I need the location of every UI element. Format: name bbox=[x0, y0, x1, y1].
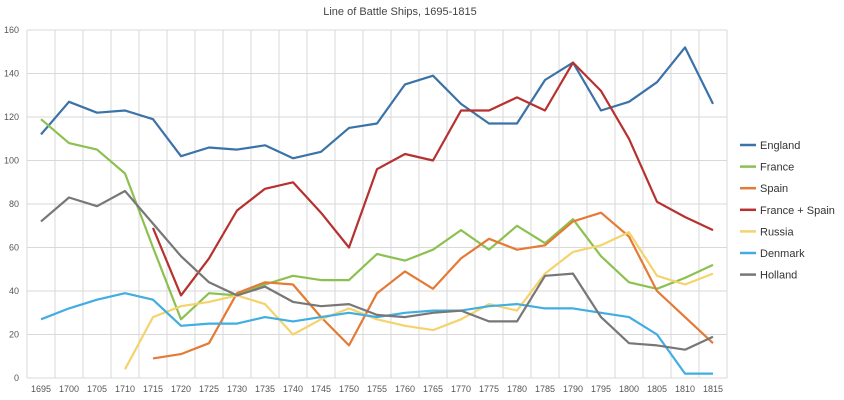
series-lines bbox=[40, 46, 714, 375]
gridlines bbox=[26, 29, 728, 379]
y-tick-label: 80 bbox=[9, 199, 19, 209]
x-tick-label: 1725 bbox=[199, 384, 219, 394]
y-tick-label: 160 bbox=[4, 25, 19, 35]
x-tick-label: 1780 bbox=[507, 384, 527, 394]
x-tick-label: 1770 bbox=[451, 384, 471, 394]
y-tick-label: 120 bbox=[4, 112, 19, 122]
y-tick-label: 40 bbox=[9, 286, 19, 296]
y-axis: 0 20 40 60 80 100 120 140 160 bbox=[4, 25, 19, 383]
y-tick-label: 0 bbox=[14, 373, 19, 383]
x-tick-label: 1705 bbox=[87, 384, 107, 394]
series-line-russia bbox=[124, 231, 714, 370]
x-tick-label: 1810 bbox=[675, 384, 695, 394]
legend-label: France + Spain bbox=[760, 205, 835, 217]
y-tick-label: 100 bbox=[4, 156, 19, 166]
y-tick-label: 20 bbox=[9, 330, 19, 340]
legend-label: Russia bbox=[760, 226, 795, 238]
x-tick-label: 1785 bbox=[535, 384, 555, 394]
x-tick-label: 1745 bbox=[311, 384, 331, 394]
series-line-england bbox=[40, 46, 714, 160]
x-tick-label: 1720 bbox=[171, 384, 191, 394]
x-tick-label: 1760 bbox=[395, 384, 415, 394]
x-tick-label: 1815 bbox=[703, 384, 723, 394]
x-tick-label: 1740 bbox=[283, 384, 303, 394]
x-tick-label: 1800 bbox=[619, 384, 639, 394]
legend-label: Spain bbox=[760, 183, 788, 195]
x-tick-label: 1710 bbox=[115, 384, 135, 394]
x-tick-label: 1700 bbox=[59, 384, 79, 394]
x-tick-label: 1750 bbox=[339, 384, 359, 394]
x-tick-label: 1790 bbox=[563, 384, 583, 394]
series-line-france-spain bbox=[151, 61, 714, 297]
x-axis: 1695 1700 1705 1710 1715 1720 1725 1730 1735 1740… bbox=[31, 384, 723, 394]
legend-label: Denmark bbox=[760, 248, 805, 260]
x-tick-label: 1735 bbox=[255, 384, 275, 394]
legend-label: France bbox=[760, 162, 794, 174]
y-tick-label: 140 bbox=[4, 69, 19, 79]
series-line-france bbox=[40, 118, 714, 321]
x-tick-label: 1795 bbox=[591, 384, 611, 394]
series-line-spain bbox=[152, 211, 714, 360]
x-tick-label: 1695 bbox=[31, 384, 51, 394]
series-line-denmark bbox=[40, 292, 713, 375]
y-tick-label: 60 bbox=[9, 243, 19, 253]
chart-title: Line of Battle Ships, 1695-1815 bbox=[323, 6, 477, 18]
legend-label: England bbox=[760, 140, 800, 152]
legend-label: Holland bbox=[760, 270, 797, 282]
x-tick-label: 1765 bbox=[423, 384, 443, 394]
x-tick-label: 1730 bbox=[227, 384, 247, 394]
x-tick-label: 1715 bbox=[143, 384, 163, 394]
x-tick-label: 1775 bbox=[479, 384, 499, 394]
legend: England France Spain France + Spain Russia De… bbox=[740, 140, 835, 282]
x-tick-label: 1805 bbox=[647, 384, 667, 394]
x-tick-label: 1755 bbox=[367, 384, 387, 394]
